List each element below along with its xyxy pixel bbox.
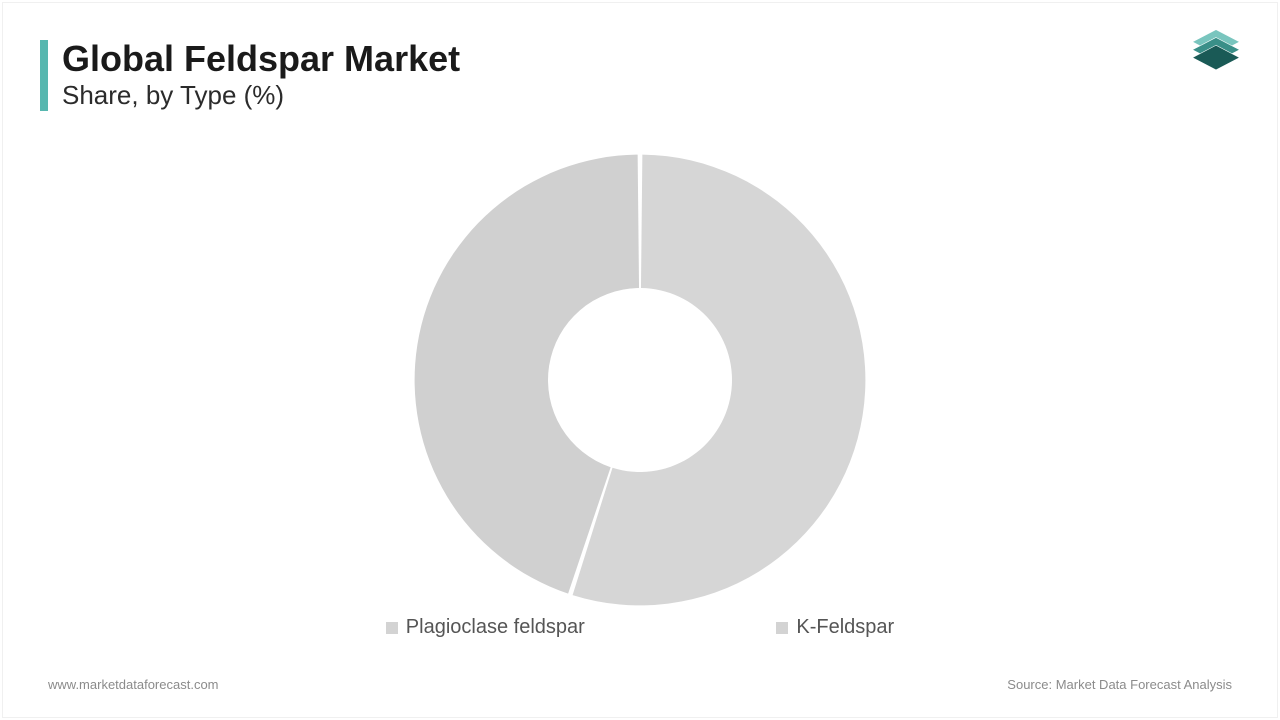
header-titles: Global Feldspar Market Share, by Type (%…: [62, 40, 460, 111]
legend-swatch-icon: [776, 622, 788, 634]
page-title: Global Feldspar Market: [62, 40, 460, 78]
layers-icon: [1188, 24, 1244, 80]
header: Global Feldspar Market Share, by Type (%…: [40, 40, 460, 111]
footer-website: www.marketdataforecast.com: [48, 677, 219, 692]
legend-item: Plagioclase feldspar: [386, 616, 585, 639]
legend-label: Plagioclase feldspar: [406, 616, 585, 639]
legend-item: K-Feldspar: [776, 616, 894, 639]
donut-chart: [410, 150, 870, 610]
brand-logo: [1188, 24, 1244, 80]
header-accent-bar: [40, 40, 48, 111]
footer-source: Source: Market Data Forecast Analysis: [1007, 677, 1232, 692]
legend-label: K-Feldspar: [796, 616, 894, 639]
legend-swatch-icon: [386, 622, 398, 634]
chart-legend: Plagioclase feldspar K-Feldspar: [290, 616, 990, 639]
page-subtitle: Share, by Type (%): [62, 80, 460, 111]
